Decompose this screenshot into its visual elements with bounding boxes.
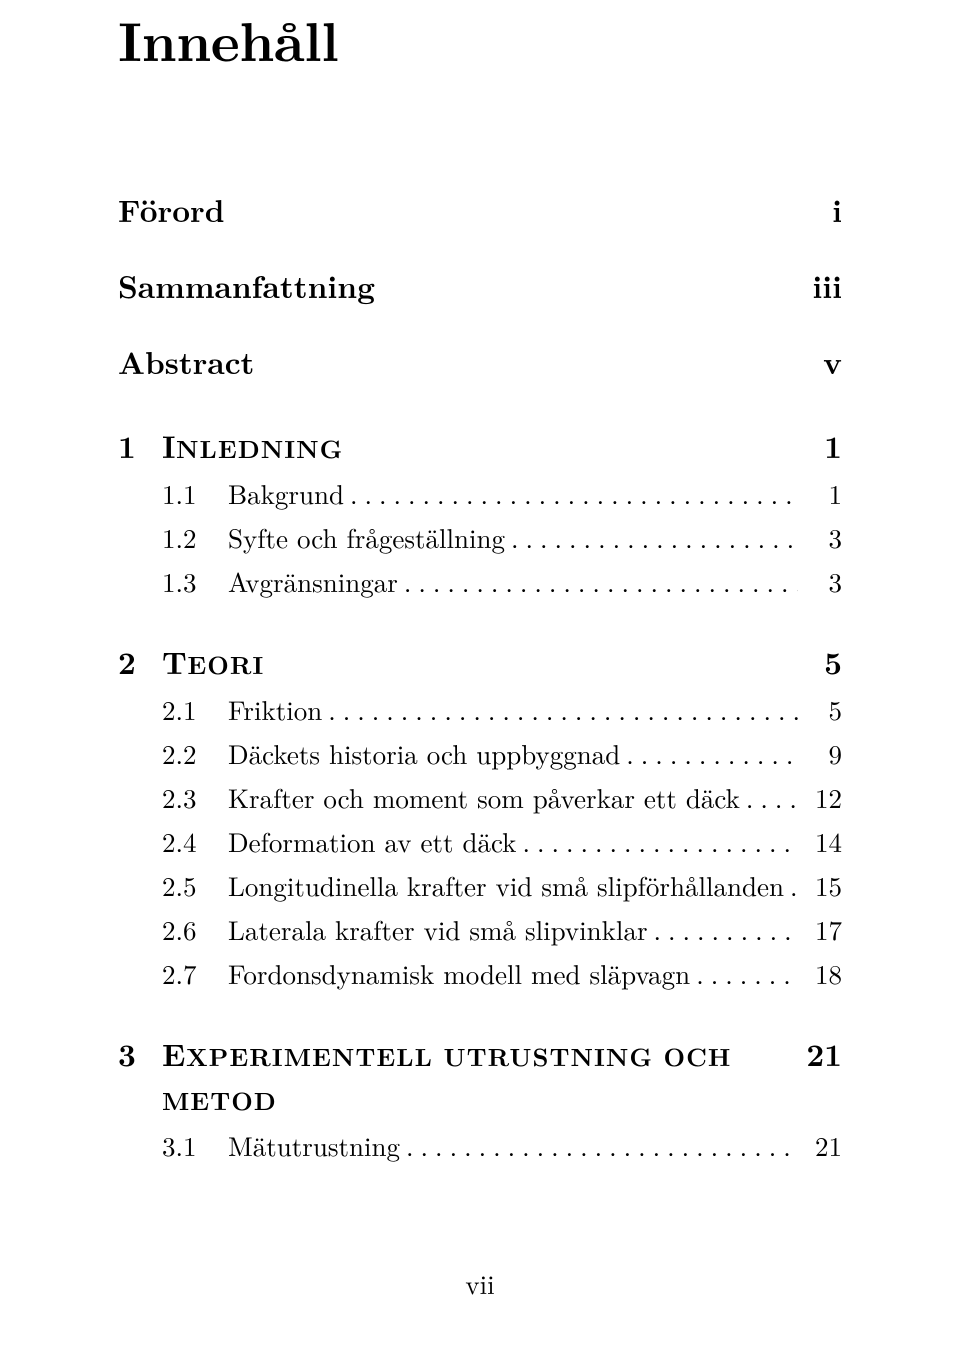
frontmatter-row: Förord i <box>118 188 842 232</box>
leader-dots: ........................................ <box>322 690 798 728</box>
section-number: 2.5 <box>162 866 228 904</box>
chapter-page: 1 <box>802 424 842 468</box>
section-page: 3 <box>798 518 842 556</box>
section-title: Friktion <box>228 690 322 728</box>
section-number: 2.1 <box>162 690 228 728</box>
section-page: 21 <box>798 1126 842 1164</box>
section-title: Mätutrustning <box>228 1126 400 1164</box>
section-title: Däckets historia och uppbyggnad <box>228 734 620 772</box>
leader-dots: ........................................ <box>344 474 798 512</box>
section-number: 1.2 <box>162 518 228 556</box>
section-page: 9 <box>798 734 842 772</box>
leader-dots: ........................................ <box>505 518 798 556</box>
section-row: 2.2 Däckets historia och uppbyggnad ....… <box>118 734 842 772</box>
chapter-row: 1 INLEDNING 1 <box>118 424 842 468</box>
section-page: 17 <box>798 910 842 948</box>
frontmatter-page: iii <box>812 264 842 308</box>
section-title: Krafter och moment som påverkar ett däck <box>228 778 740 816</box>
section-page: 14 <box>798 822 842 860</box>
section-page: 18 <box>798 954 842 992</box>
page-title: Innehåll <box>118 0 842 78</box>
chapter-title: INLEDNING <box>162 424 802 468</box>
section-title: Avgränsningar <box>228 562 398 600</box>
section-page: 1 <box>798 474 842 512</box>
frontmatter-label: Förord <box>118 188 225 232</box>
leader-dots: ........................................ <box>740 778 798 816</box>
chapter-row: 2 TEORI 5 <box>118 640 842 684</box>
chapter-number: 3 <box>118 1032 162 1076</box>
section-page: 12 <box>798 778 842 816</box>
chapter-row: 3 EXPERIMENTELL UTRUSTNING OCH METOD 21 <box>118 1032 842 1120</box>
section-number: 3.1 <box>162 1126 228 1164</box>
section-title: Bakgrund <box>228 474 344 512</box>
section-row: 2.1 Friktion ...........................… <box>118 690 842 728</box>
section-row: 2.5 Longitudinella krafter vid små slipf… <box>118 866 842 904</box>
frontmatter-label: Abstract <box>118 340 254 384</box>
section-row: 1.3 Avgränsningar ......................… <box>118 562 842 600</box>
section-number: 1.1 <box>162 474 228 512</box>
chapter-page: 21 <box>802 1032 842 1076</box>
chapter-page: 5 <box>802 640 842 684</box>
section-page: 15 <box>798 866 842 904</box>
leader-dots: ........................................ <box>648 910 798 948</box>
section-title: Fordonsdynamisk modell med släpvagn <box>228 954 690 992</box>
section-row: 3.1 Mätutrustning ......................… <box>118 1126 842 1164</box>
section-number: 1.3 <box>162 562 228 600</box>
leader-dots: ........................................ <box>690 954 798 992</box>
section-row: 1.2 Syfte och frågeställning ...........… <box>118 518 842 556</box>
section-row: 2.3 Krafter och moment som påverkar ett … <box>118 778 842 816</box>
chapter-number: 1 <box>118 424 162 468</box>
leader-dots: ........................................ <box>400 1126 798 1164</box>
leader-dots: ........................................ <box>784 866 798 904</box>
section-number: 2.6 <box>162 910 228 948</box>
chapter-title: TEORI <box>162 640 802 684</box>
section-title: Longitudinella krafter vid små slipförhå… <box>228 866 784 904</box>
leader-dots: ........................................ <box>398 562 798 600</box>
frontmatter-page: i <box>832 188 842 232</box>
chapter-number: 2 <box>118 640 162 684</box>
chapter-title: EXPERIMENTELL UTRUSTNING OCH METOD <box>162 1032 802 1120</box>
frontmatter-row: Sammanfattning iii <box>118 264 842 308</box>
section-number: 2.3 <box>162 778 228 816</box>
section-title: Laterala krafter vid små slipvinklar <box>228 910 648 948</box>
leader-dots: ........................................ <box>620 734 798 772</box>
frontmatter-row: Abstract v <box>118 340 842 384</box>
section-number: 2.7 <box>162 954 228 992</box>
section-title: Deformation av ett däck <box>228 822 516 860</box>
section-number: 2.4 <box>162 822 228 860</box>
section-row: 2.7 Fordonsdynamisk modell med släpvagn … <box>118 954 842 992</box>
section-page: 5 <box>798 690 842 728</box>
frontmatter-label: Sammanfattning <box>118 264 375 308</box>
section-row: 2.6 Laterala krafter vid små slipvinklar… <box>118 910 842 948</box>
page-number-footer: vii <box>118 1264 842 1302</box>
section-row: 2.4 Deformation av ett däck ............… <box>118 822 842 860</box>
section-page: 3 <box>798 562 842 600</box>
section-number: 2.2 <box>162 734 228 772</box>
section-title: Syfte och frågeställning <box>228 518 505 556</box>
frontmatter-page: v <box>823 340 842 384</box>
section-row: 1.1 Bakgrund ...........................… <box>118 474 842 512</box>
leader-dots: ........................................ <box>516 822 798 860</box>
